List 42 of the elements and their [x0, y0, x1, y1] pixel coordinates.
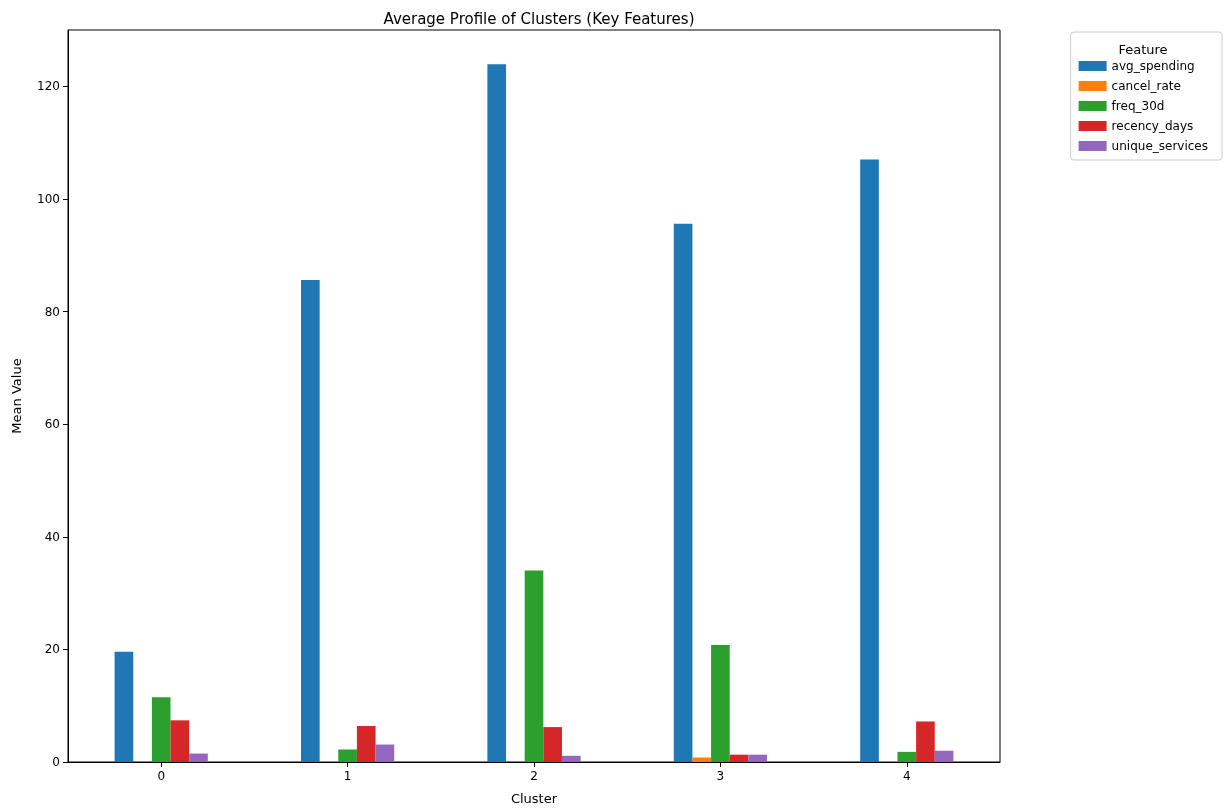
bar: [114, 651, 134, 762]
y-tick-label: 60: [44, 417, 60, 432]
legend-label: unique_services: [1111, 139, 1208, 153]
bar: [338, 749, 357, 762]
bar: [711, 644, 730, 762]
bar: [934, 750, 954, 762]
legend-title: Feature: [1118, 42, 1168, 57]
x-tick-label: 0: [157, 769, 166, 783]
bar: [524, 570, 544, 762]
y-axis-title: Mean Value: [9, 358, 24, 434]
bar: [151, 697, 171, 762]
legend-label: recency_days: [1111, 119, 1194, 133]
y-tick-label: 20: [44, 642, 60, 657]
x-tick-label: 1: [343, 769, 352, 783]
bar: [543, 727, 562, 762]
bar: [189, 753, 208, 762]
bar: [916, 721, 935, 762]
y-tick-label: 80: [44, 304, 60, 319]
bar: [375, 744, 395, 762]
legend-label: cancel_rate: [1111, 79, 1181, 93]
y-tick-label: 40: [44, 529, 60, 544]
bar: [860, 159, 879, 762]
legend-label: avg_spending: [1111, 59, 1195, 73]
y-tick-label: 0: [52, 755, 60, 769]
bar: [748, 754, 767, 762]
bar: [487, 64, 507, 762]
chart-title: Average Profile of Clusters (Key Features): [383, 9, 695, 28]
y-tick-label: 120: [37, 79, 60, 94]
x-tick-label: 3: [716, 769, 725, 783]
bar: [729, 754, 749, 762]
x-tick-label: 4: [902, 769, 911, 783]
bar: [356, 725, 376, 762]
bar: [561, 755, 581, 762]
bar: [692, 757, 712, 762]
x-tick-label: 2: [530, 769, 538, 783]
bar: [673, 223, 693, 762]
bar: [170, 720, 190, 762]
y-tick-label: 100: [37, 191, 60, 206]
bar: [897, 751, 917, 762]
bar: [301, 280, 320, 762]
legend-label: freq_30d: [1111, 99, 1165, 113]
x-axis-title: Cluster: [510, 791, 558, 806]
